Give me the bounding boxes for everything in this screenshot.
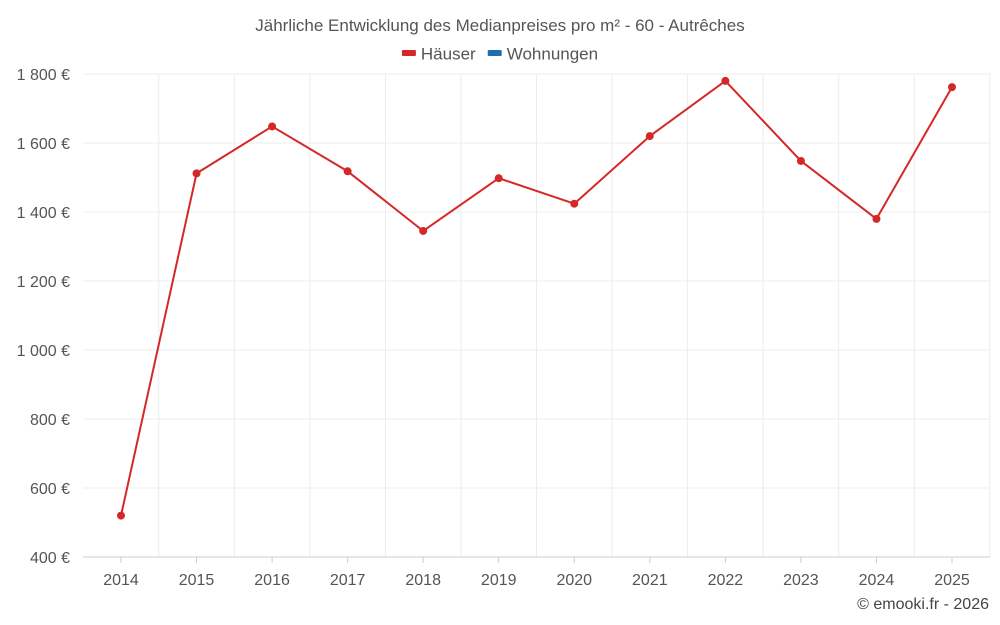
x-tick-label: 2015	[179, 572, 215, 589]
y-tick-label: 1 000 €	[17, 343, 70, 360]
data-point	[117, 511, 125, 520]
data-point	[192, 169, 201, 178]
data-point	[419, 226, 428, 235]
chart-title: Jährliche Entwicklung des Medianpreises …	[255, 16, 744, 35]
x-tick-label: 2024	[859, 572, 895, 589]
y-tick-label: 1 600 €	[17, 136, 70, 153]
y-tick-label: 1 800 €	[17, 67, 70, 84]
legend-item-1: Wohnungen	[487, 44, 598, 63]
y-tick-label: 400 €	[30, 550, 70, 567]
chart-series	[117, 76, 956, 520]
data-point	[268, 122, 277, 131]
data-point	[570, 199, 579, 208]
x-tick-label: 2020	[556, 572, 592, 589]
x-tick-label: 2017	[330, 572, 366, 589]
chart-legend: Häuser Wohnungen	[401, 44, 598, 63]
data-point	[494, 174, 503, 183]
x-tick-label: 2025	[934, 572, 970, 589]
x-tick-label: 2014	[103, 572, 139, 589]
data-point	[343, 167, 352, 176]
x-tick-label: 2016	[254, 572, 290, 589]
legend-item-0: Häuser	[401, 44, 476, 63]
data-point	[872, 214, 881, 223]
y-tick-label: 600 €	[30, 481, 70, 498]
data-point	[721, 76, 730, 85]
chart-axes: 400 € 600 € 800 € 1 000 € 1 200 € 1 400 € 1 60…	[17, 67, 990, 589]
legend-swatch	[487, 50, 502, 56]
credit-text: © emooki.fr - 2026	[857, 596, 989, 613]
x-tick-label: 2023	[783, 572, 819, 589]
legend-label: Häuser	[421, 44, 476, 63]
y-tick-label: 1 400 €	[17, 205, 70, 222]
data-point	[645, 132, 654, 141]
y-tick-label: 1 200 €	[17, 274, 70, 291]
x-tick-label: 2021	[632, 572, 668, 589]
y-tick-label: 800 €	[30, 412, 70, 429]
x-tick-label: 2019	[481, 572, 517, 589]
series-line-0	[120, 79, 953, 516]
data-point	[948, 83, 956, 92]
x-tick-label: 2018	[405, 572, 441, 589]
legend-swatch	[401, 50, 416, 56]
data-point	[796, 156, 805, 165]
chart-grid	[83, 73, 991, 557]
legend-label: Wohnungen	[507, 44, 598, 63]
x-tick-label: 2022	[708, 572, 744, 589]
